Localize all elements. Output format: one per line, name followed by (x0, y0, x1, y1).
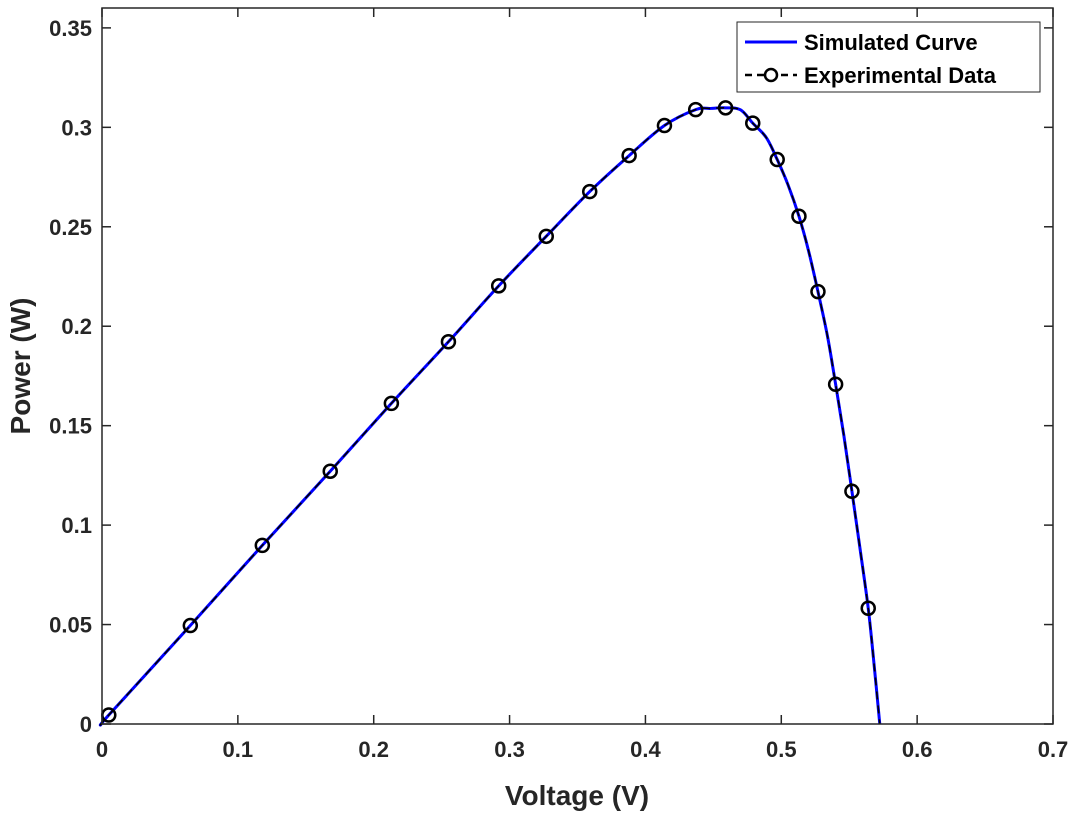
axes-box (101, 7, 1054, 725)
experimental-data-point (810, 283, 826, 300)
curves-layer (98, 106, 882, 727)
experimental-data-point (383, 395, 400, 412)
x-tick-label: 0.5 (766, 737, 797, 762)
experimental-data-point (490, 278, 507, 294)
legend-box (736, 21, 1041, 93)
y-tick-label: 0.35 (49, 16, 92, 41)
experimental-data-point (254, 537, 271, 554)
simulated-curve-line (98, 106, 882, 727)
y-tick-label: 0 (80, 712, 92, 737)
y-tick-label: 0.25 (49, 215, 92, 240)
experimental-data-point (538, 228, 555, 245)
x-tick-label: 0.6 (902, 737, 933, 762)
y-tick-label: 0.1 (61, 513, 92, 538)
experimental-data-point (440, 333, 457, 350)
markers-layer (101, 100, 876, 723)
experimental-data-point (621, 147, 637, 164)
x-tick-label: 0.2 (358, 737, 389, 762)
y-tick-label: 0.05 (49, 613, 92, 638)
experimental-data-point (687, 101, 704, 118)
x-axis-ticks: 0 0.1 0.2 0.3 0.4 0.5 0.6 0.7 (96, 8, 1068, 762)
experimental-data-point (844, 483, 860, 500)
x-tick-label: 0.3 (494, 737, 525, 762)
y-axis-ticks: 0 0.05 0.1 0.15 0.2 0.25 0.3 0.35 (49, 16, 1053, 737)
legend-label-experimental: Experimental Data (804, 63, 997, 88)
x-tick-label: 0 (96, 737, 108, 762)
experimental-data-point (791, 208, 807, 224)
legend: Simulated Curve Experimental Data (736, 21, 1041, 93)
experimental-data-point (656, 117, 673, 134)
y-tick-label: 0.3 (61, 115, 92, 140)
plot-area (102, 8, 1053, 724)
x-tick-label: 0.4 (630, 737, 661, 762)
experimental-data-point (581, 183, 598, 200)
experimental-data-point (322, 463, 338, 479)
y-axis-label: Power (W) (5, 298, 36, 435)
experimental-data-point (717, 100, 734, 116)
y-tick-label: 0.2 (61, 314, 92, 339)
experimental-data-point (745, 115, 761, 131)
x-tick-label: 0.7 (1038, 737, 1069, 762)
legend-marker-experimental (763, 67, 779, 83)
y-tick-label: 0.15 (49, 414, 92, 439)
experimental-data-point (860, 600, 876, 616)
legend-label-simulated: Simulated Curve (804, 30, 978, 55)
experimental-data-point (769, 151, 785, 168)
x-tick-label: 0.1 (223, 737, 254, 762)
experimental-data-point (827, 376, 844, 393)
x-axis-label: Voltage (V) (505, 780, 649, 811)
experimental-data-point (182, 617, 199, 634)
